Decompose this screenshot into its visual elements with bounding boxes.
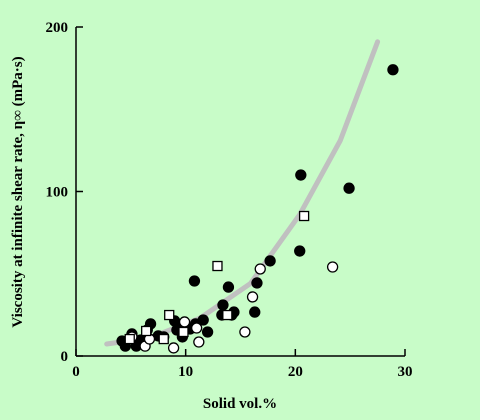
point: [249, 306, 261, 318]
point: [387, 64, 399, 76]
point: [222, 281, 235, 293]
x-tick-label: 10: [178, 364, 193, 380]
x-axis-label: Solid vol.%: [203, 396, 277, 412]
y-axis-label: Viscosity at infinite shear rate, η∞ (mP…: [10, 56, 26, 327]
point: [167, 342, 180, 354]
point: [294, 245, 306, 257]
point: [217, 299, 229, 311]
point: [201, 326, 214, 338]
fit-curve: [104, 39, 381, 347]
point: [190, 322, 203, 334]
point: [193, 336, 205, 348]
point: [251, 277, 263, 289]
point: [295, 169, 307, 181]
point: [124, 333, 135, 345]
x-tick-label: 0: [72, 364, 80, 380]
point: [158, 333, 169, 345]
point: [212, 260, 223, 272]
point: [326, 261, 339, 273]
point: [343, 182, 355, 194]
y-tick-label: 100: [46, 185, 69, 201]
point: [178, 326, 189, 338]
point: [178, 316, 191, 328]
y-tick-label: 200: [46, 20, 69, 36]
point: [254, 263, 266, 275]
point: [264, 255, 276, 267]
x-tick-label: 20: [288, 364, 303, 380]
point: [298, 210, 310, 222]
point: [246, 291, 259, 303]
point: [222, 309, 233, 321]
point: [164, 309, 175, 321]
x-tick-label: 30: [398, 364, 413, 380]
y-tick-label: 0: [61, 349, 69, 365]
point: [239, 326, 251, 338]
point: [197, 314, 209, 326]
point: [141, 325, 152, 337]
point: [188, 275, 201, 287]
